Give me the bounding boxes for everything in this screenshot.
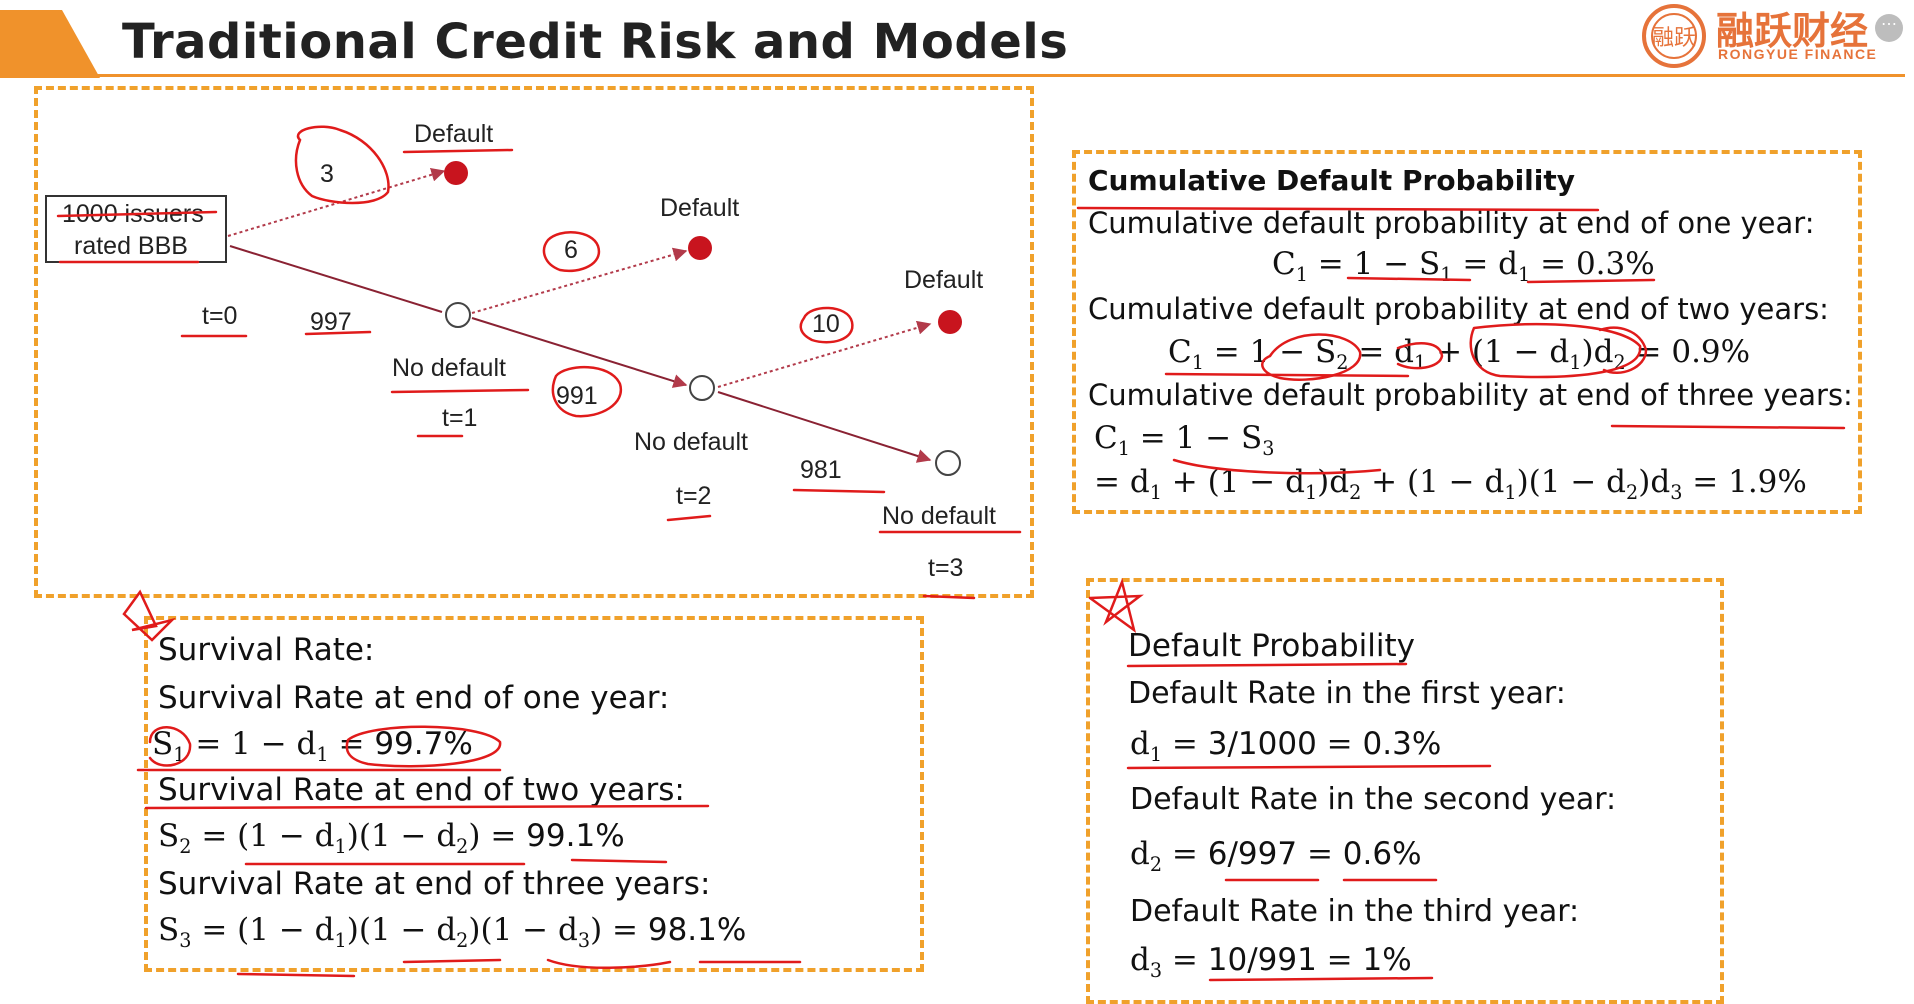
survivors-count-2: 991: [556, 382, 598, 410]
default-prob-formula-1: d1 = 3/1000 = 0.3%: [1130, 726, 1442, 767]
edge-default-2: [471, 247, 688, 314]
time-label-3: t=3: [928, 554, 964, 582]
default-result-1: 0.3%: [1362, 726, 1442, 762]
cumulative-line-1: Cumulative default probability at end of…: [1088, 206, 1815, 240]
cumulative-result-1: 0.3%: [1575, 246, 1655, 282]
cumulative-line-2: Cumulative default probability at end of…: [1088, 292, 1829, 326]
cumulative-formula-1: C1 = 1 − S1 = d1 = 0.3%: [1272, 246, 1655, 287]
default-prob-line-1: Default Rate in the first year:: [1128, 676, 1566, 711]
default-node-1: [444, 161, 468, 185]
brand-logo: 融跃 融跃财经 RONGYUE FINANCE: [1636, 2, 1896, 70]
time-label-1: t=1: [442, 404, 478, 432]
default-label-2: Default: [660, 194, 740, 222]
logo-seal-text: 融跃: [1652, 26, 1696, 51]
cumulative-formula-3a: C1 = 1 − S3: [1094, 420, 1275, 461]
default-label-1: Default: [414, 120, 494, 148]
cumulative-formula-3b: = d1 + (1 − d1)d2 + (1 − d1)(1 − d2)d3 =…: [1094, 464, 1807, 505]
root-node-box: [45, 195, 227, 263]
survive-node-3: [935, 450, 961, 476]
header-accent-tab: [0, 10, 100, 78]
default-prob-title: Default Probability: [1128, 628, 1415, 664]
cumulative-result-3: 1.9%: [1728, 464, 1807, 500]
survival-line-2: Survival Rate at end of two years:: [158, 772, 685, 808]
survival-formula-1: S1 = 1 − d1 = 99.7%: [152, 726, 473, 767]
edge-default-3: [717, 320, 932, 388]
default-result-3: 1%: [1362, 942, 1412, 978]
edge-survive-3: [717, 391, 932, 463]
survival-formula-2: S2 = (1 − d1)(1 − d2) = 99.1%: [158, 818, 625, 859]
time-label-0: t=0: [202, 302, 238, 330]
survival-line-1: Survival Rate at end of one year:: [158, 680, 670, 716]
default-frac-2: 6/997: [1207, 836, 1298, 872]
default-prob-line-3: Default Rate in the third year:: [1130, 894, 1580, 929]
defaults-count-3: 10: [812, 310, 840, 338]
default-node-2: [688, 236, 712, 260]
root-label-line1: 1000 issuers: [62, 200, 204, 228]
survival-title: Survival Rate:: [158, 632, 375, 668]
header-divider: [0, 74, 1905, 77]
survival-formula-3: S3 = (1 − d1)(1 − d2)(1 − d3) = 98.1%: [158, 912, 747, 953]
default-result-2: 0.6%: [1342, 836, 1422, 872]
survival-result-2: 99.1%: [526, 818, 625, 854]
edge-survive-1: [229, 245, 443, 313]
survival-line-3: Survival Rate at end of three years:: [158, 866, 711, 902]
default-node-3: [938, 310, 962, 334]
survive-node-1: [445, 302, 471, 328]
survival-rate-panel: [144, 616, 924, 972]
logo-chinese-text: 融跃财经: [1716, 9, 1869, 53]
default-prob-line-2: Default Rate in the second year:: [1130, 782, 1617, 817]
root-label-line2: rated BBB: [74, 232, 188, 260]
survival-result-1: 99.7%: [374, 726, 473, 762]
defaults-count-1: 3: [320, 160, 334, 188]
cumulative-title: Cumulative Default Probability: [1088, 164, 1576, 197]
default-prob-formula-2: d2 = 6/997 = 0.6%: [1130, 836, 1422, 877]
cumulative-line-3: Cumulative default probability at end of…: [1088, 378, 1853, 412]
default-prob-formula-3: d3 = 10/991 = 1%: [1130, 942, 1412, 983]
more-options-icon[interactable]: ⋯: [1875, 14, 1903, 42]
no-default-label-2: No default: [634, 428, 748, 456]
default-label-3: Default: [904, 266, 984, 294]
edge-default-1: [227, 167, 446, 237]
survival-result-3: 98.1%: [647, 912, 747, 948]
no-default-label-3: No default: [882, 502, 996, 530]
default-frac-1: 3/1000: [1207, 726, 1317, 762]
cumulative-formula-2: C1 = 1 − S2 = d1 + (1 − d1)d2 = 0.9%: [1168, 334, 1751, 375]
slide-header: Traditional Credit Risk and Models 融跃 融跃…: [0, 0, 1914, 80]
slide-title: Traditional Credit Risk and Models: [122, 14, 1069, 70]
default-frac-3: 10/991: [1207, 942, 1317, 978]
survivors-count-3: 981: [800, 456, 842, 484]
no-default-label-1: No default: [392, 354, 506, 382]
logo-seal-icon: 融跃: [1642, 4, 1706, 68]
default-tree-panel: [34, 86, 1034, 598]
defaults-count-2: 6: [564, 236, 578, 264]
cumulative-result-2: 0.9%: [1671, 334, 1751, 370]
survive-node-2: [689, 375, 715, 401]
logo-english-text: RONGYUE FINANCE: [1718, 46, 1878, 62]
cumulative-default-panel: [1072, 150, 1862, 514]
time-label-2: t=2: [676, 482, 712, 510]
survivors-count-1: 997: [310, 308, 352, 336]
edge-survive-2: [471, 317, 688, 388]
